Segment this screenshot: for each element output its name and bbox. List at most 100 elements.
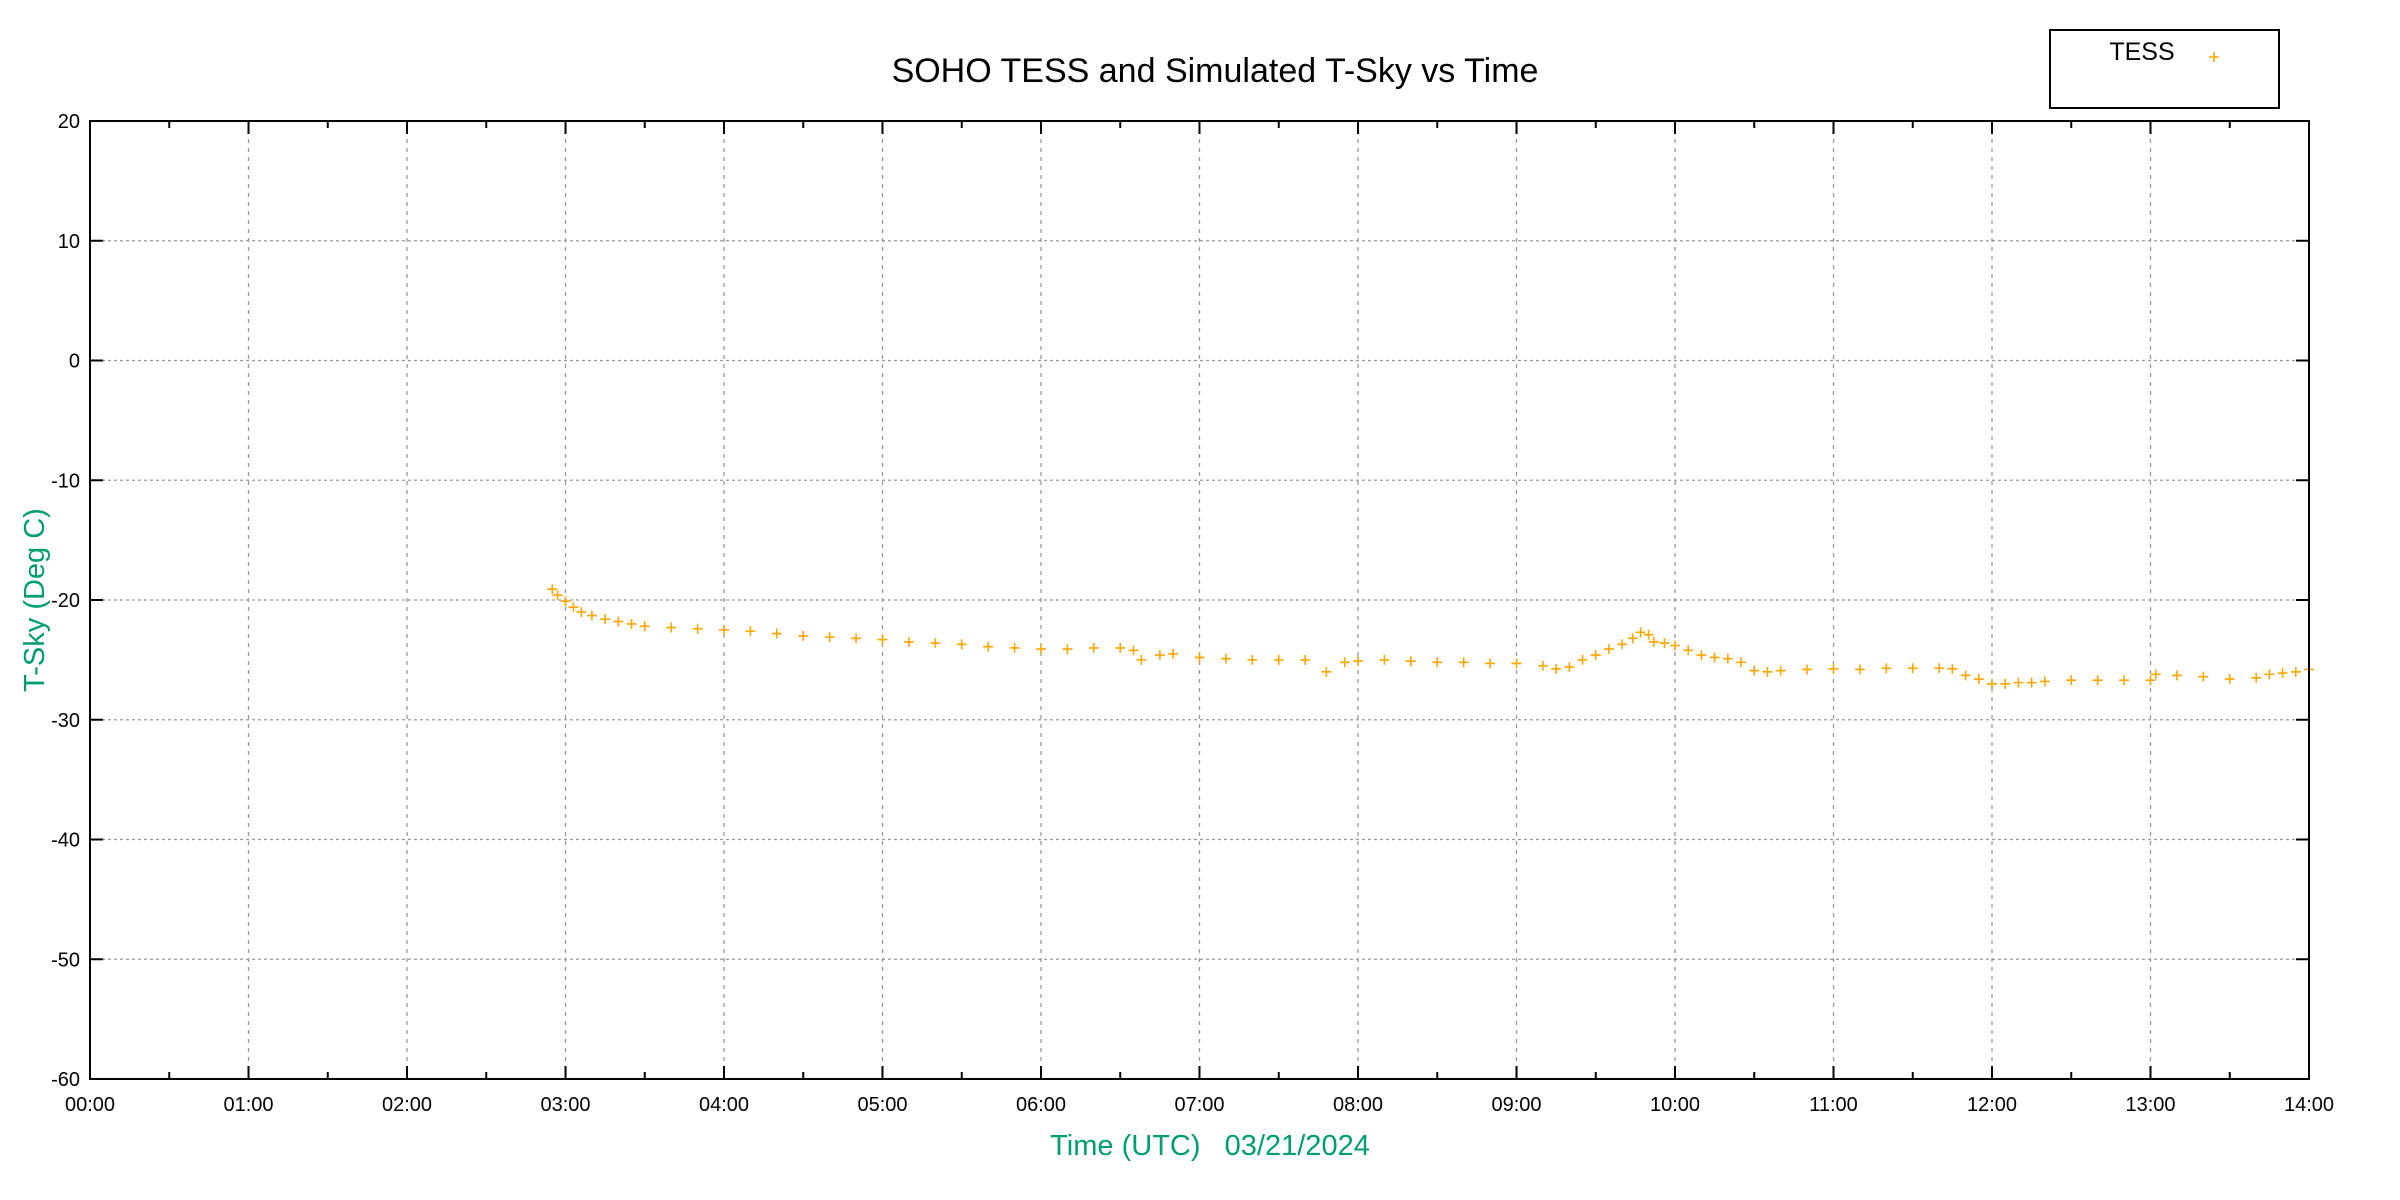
x-tick-label: 12:00: [1967, 1094, 2017, 1116]
y-axis-label: T-Sky (Deg C): [19, 508, 51, 692]
data-point: [2150, 669, 2161, 680]
data-point: [2264, 669, 2275, 680]
data-point: [2013, 677, 2024, 688]
x-tick-label: 03:00: [540, 1094, 590, 1116]
data-point: [1036, 644, 1046, 655]
x-tick-label: 00:00: [65, 1094, 115, 1116]
data-point: [1881, 663, 1892, 674]
data-point: [1168, 648, 1179, 659]
data-point: [600, 614, 611, 625]
data-point: [1648, 636, 1659, 647]
x-tick-label: 11:00: [1809, 1094, 1858, 1116]
data-point: [576, 606, 587, 617]
x-tick-label: 05:00: [857, 1094, 907, 1116]
data-point: [547, 584, 558, 595]
x-tick-label: 04:00: [699, 1094, 749, 1116]
data-point: [2171, 670, 2182, 681]
x-tick-label: 13:00: [2125, 1094, 2175, 1116]
data-point: [2251, 672, 2262, 683]
data-point: [1749, 665, 1760, 676]
data-point: [1088, 642, 1099, 653]
data-point: [1379, 654, 1390, 665]
data-point: [1987, 678, 1997, 689]
data-point: [666, 622, 677, 633]
data-point: [1696, 650, 1707, 661]
data-point: [1247, 654, 1258, 665]
data-point: [1907, 663, 1918, 674]
data-point: [1194, 652, 1205, 663]
x-tick-label: 01:00: [223, 1094, 273, 1116]
data-point: [2000, 678, 2011, 689]
data-point: [1432, 657, 1443, 668]
data-point: [719, 624, 729, 635]
data-point: [1603, 644, 1614, 655]
data-point: [2198, 671, 2209, 682]
y-tick-label: 10: [58, 231, 80, 253]
y-tick-label: -40: [51, 830, 80, 852]
data-point: [1643, 629, 1654, 640]
data-point: [824, 632, 835, 643]
data-point: [798, 630, 809, 641]
data-point: [692, 623, 703, 634]
data-point: [552, 590, 563, 601]
data-point: [956, 639, 967, 650]
x-tick-label: 14:00: [2284, 1094, 2334, 1116]
data-point: [568, 602, 579, 613]
data-point: [1973, 674, 1984, 685]
data-point: [1854, 664, 1865, 675]
y-tick-label: -50: [51, 949, 80, 971]
data-point: [1564, 662, 1575, 673]
data-point: [1405, 656, 1416, 667]
legend: TESS: [2049, 29, 2280, 109]
data-point: [983, 641, 994, 652]
data-point: [1154, 650, 1165, 661]
data-point: [930, 638, 941, 649]
data-point: [1009, 642, 1020, 653]
data-point: [771, 628, 782, 639]
data-point: [1635, 627, 1646, 638]
data-point: [1590, 650, 1601, 661]
x-axis-label: Time (UTC) 03/21/2024: [1050, 1130, 1370, 1162]
data-point: [1511, 658, 1522, 669]
data-point: [1136, 654, 1147, 665]
data-point: [560, 596, 571, 607]
data-point: [1683, 645, 1694, 656]
data-point: [1627, 633, 1638, 644]
series-tess: [547, 584, 2314, 689]
data-point: [1551, 663, 1562, 674]
data-point: [1722, 653, 1733, 664]
data-point: [903, 636, 914, 647]
data-point: [745, 626, 756, 637]
x-tick-label: 09:00: [1491, 1094, 1541, 1116]
data-point: [1670, 640, 1680, 651]
data-point: [1458, 657, 1469, 668]
data-point: [2145, 675, 2156, 686]
data-point: [877, 634, 888, 645]
axis-ticks: 00:00 01:00 02:00 03:00 04:00 05:00 06:00 07:00…: [51, 111, 2334, 1116]
data-point: [1220, 653, 1231, 664]
data-point: [1537, 660, 1548, 671]
y-tick-label: -60: [51, 1069, 80, 1091]
data-point: [2224, 674, 2235, 685]
x-tick-label: 06:00: [1016, 1094, 1066, 1116]
data-point: [1617, 639, 1628, 650]
data-point: [1736, 657, 1747, 668]
x-tick-label: 10:00: [1650, 1094, 1700, 1116]
data-point: [2026, 677, 2037, 688]
chart-title: SOHO TESS and Simulated T-Sky vs Time: [892, 52, 1539, 90]
data-point: [2119, 675, 2130, 686]
data-point: [639, 621, 650, 632]
data-point: [2092, 675, 2103, 686]
legend-marker-plus: [2209, 52, 2219, 62]
data-point: [1802, 664, 1813, 675]
data-point: [1762, 666, 1773, 677]
data-point: [1947, 663, 1958, 674]
data-point: [626, 618, 637, 629]
grid: [90, 121, 2309, 1079]
plot-frame: [89, 120, 2310, 1080]
data-point: [1273, 654, 1284, 665]
y-tick-label: 0: [69, 351, 80, 373]
legend-box: [2049, 29, 2280, 109]
data-point: [1828, 663, 1839, 674]
data-point: [2039, 676, 2050, 687]
